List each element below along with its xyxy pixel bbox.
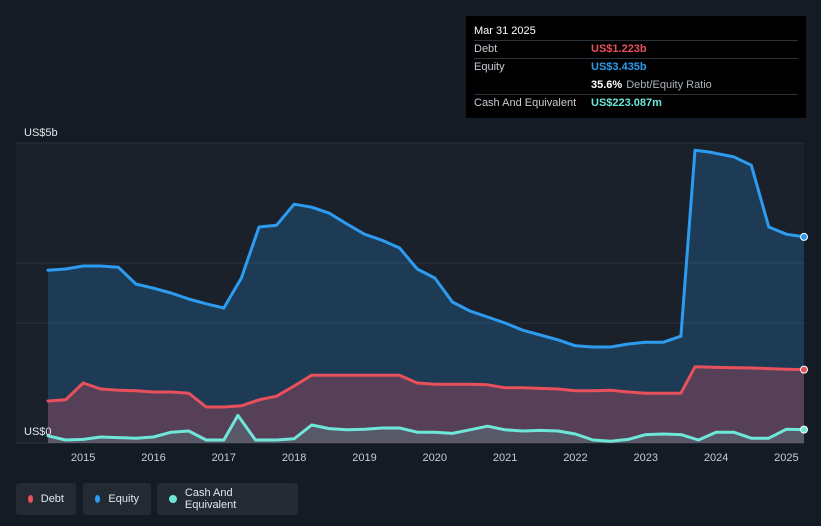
x-tick-label: 2015 [71,452,95,464]
x-tick-label: 2021 [493,452,517,464]
x-tick-label: 2016 [141,452,165,464]
tooltip-row-debt: Debt US$1.223b [474,40,798,58]
x-tick-label: 2020 [423,452,447,464]
x-tick-label: 2022 [563,452,587,464]
tooltip-panel: Mar 31 2025 Debt US$1.223b Equity US$3.4… [466,16,806,118]
debt-endpoint [800,365,808,374]
legend-debt-label: Debt [40,493,64,505]
legend-item-debt[interactable]: Debt [16,483,76,515]
tooltip-equity-value: US$3.435b [591,61,647,73]
equity-endpoint [800,232,808,241]
tooltip-ratio-value: 35.6% [591,79,623,91]
tooltip-date: Mar 31 2025 [474,25,536,37]
legend-equity-swatch [95,495,101,503]
cash-area [48,415,804,443]
tooltip-cash-value: US$223.087m [591,97,662,109]
cash-line [46,413,806,443]
tooltip-row-cash: Cash And Equivalent US$223.087m [474,94,798,112]
y-axis-label-top: US$5b [24,127,58,139]
legend-item-equity[interactable]: Equity [83,483,151,515]
legend-debt-swatch [28,495,33,503]
grid-lines [16,142,804,444]
y-axis-label-zero: US$0 [24,426,52,438]
tooltip-row-equity: Equity US$3.435b [474,58,798,76]
x-tick-label: 2023 [634,452,658,464]
x-tick-label: 2017 [212,452,236,464]
series-endpoints [800,232,808,434]
cash-endpoint [800,425,808,434]
x-axis-ticks: 2015 2016 2017 2018 2019 2020 2021 2022 2023 2024… [71,452,799,464]
series-areas [48,150,804,443]
tooltip-equity-label: Equity [474,61,505,73]
x-tick-label: 2018 [282,452,306,464]
equity-area [48,150,804,443]
x-tick-label: 2019 [352,452,376,464]
legend-cash-label: Cash And Equivalent [184,487,237,511]
series-lines [46,148,806,443]
equity-line [46,148,806,349]
tooltip-cash-label: Cash And Equivalent [474,97,577,109]
legend-cash-swatch [169,495,177,503]
debt-line [46,365,806,409]
x-tick-label: 2024 [704,452,728,464]
tooltip-row-ratio: 35.6% Debt/Equity Ratio [474,76,798,94]
legend-equity-label: Equity [108,493,139,505]
tooltip-debt-label: Debt [474,43,498,55]
tooltip-debt-value: US$1.223b [591,43,647,55]
tooltip-ratio-label: Debt/Equity Ratio [626,79,712,91]
legend-item-cash[interactable]: Cash And Equivalent [157,483,298,515]
debt-area [48,366,804,443]
x-tick-label: 2025 [774,452,798,464]
